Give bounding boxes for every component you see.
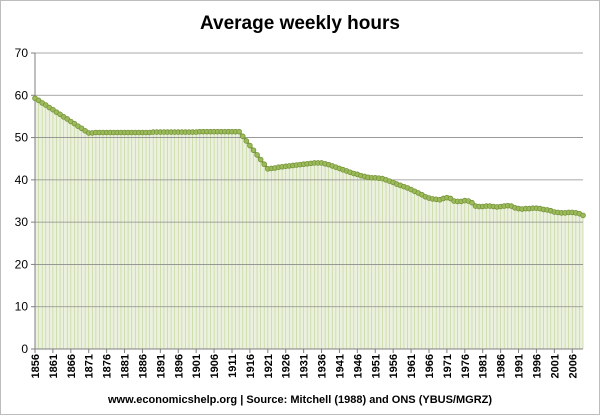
data-point [257, 156, 264, 163]
data-point [243, 138, 250, 144]
data-point [261, 161, 268, 168]
x-tick-label: 1971 [442, 354, 454, 378]
x-tick-label: 2001 [549, 354, 561, 378]
drop-lines [34, 98, 584, 349]
data-point [250, 147, 257, 154]
x-tick-label: 1921 [263, 354, 275, 378]
data-point [247, 142, 253, 149]
data-points [32, 95, 586, 219]
y-tick-label: 40 [15, 173, 29, 187]
source-note: www.economicshelp.org | Source: Mitchell… [107, 394, 493, 406]
x-tick-label: 1956 [388, 354, 400, 378]
x-tick-label: 1911 [227, 354, 239, 378]
y-tick-label: 30 [15, 215, 29, 229]
x-tick-label: 1976 [460, 354, 472, 378]
x-tick-label: 1931 [299, 354, 311, 378]
y-tick-label: 10 [15, 300, 29, 314]
y-tick-label: 60 [15, 88, 29, 102]
x-tick-label: 1916 [245, 354, 257, 378]
x-tick-label: 1966 [424, 354, 436, 378]
x-tick-label: 1901 [191, 354, 203, 378]
x-tick-label: 1876 [102, 354, 114, 378]
x-tick-label: 1861 [48, 354, 60, 378]
x-tick-label: 1996 [531, 354, 543, 378]
data-point [580, 212, 586, 219]
y-tick-label: 50 [15, 131, 29, 145]
x-tick-label: 1986 [496, 354, 508, 378]
x-tick-label: 1936 [317, 354, 329, 378]
x-tick-label: 1946 [352, 354, 364, 378]
x-tick-label: 2006 [567, 354, 579, 378]
data-point [236, 128, 242, 135]
x-tick-label: 1961 [406, 354, 418, 378]
x-tick-label: 1991 [514, 354, 526, 378]
data-point [239, 133, 246, 140]
x-tick-label: 1881 [120, 354, 132, 378]
y-tick-label: 0 [21, 342, 28, 356]
chart-title: Average weekly hours [200, 13, 400, 34]
x-tick-label: 1891 [155, 354, 167, 378]
data-point [469, 199, 475, 206]
x-tick-label: 1871 [84, 354, 96, 378]
x-tick-label: 1856 [30, 354, 42, 378]
x-tick-label: 1926 [281, 354, 293, 378]
x-tick-label: 1866 [66, 354, 78, 378]
y-tick-label: 70 [15, 46, 29, 60]
x-tick-label: 1981 [478, 354, 490, 378]
x-tick-label: 1886 [137, 354, 149, 378]
x-tick-label: 1941 [334, 354, 346, 378]
x-tick-label: 1951 [370, 354, 382, 378]
x-tick-label: 1896 [173, 354, 185, 378]
x-tick-label: 1906 [209, 354, 221, 378]
area-fill [35, 98, 583, 349]
data-point [254, 152, 260, 158]
y-tick-label: 20 [15, 257, 29, 271]
